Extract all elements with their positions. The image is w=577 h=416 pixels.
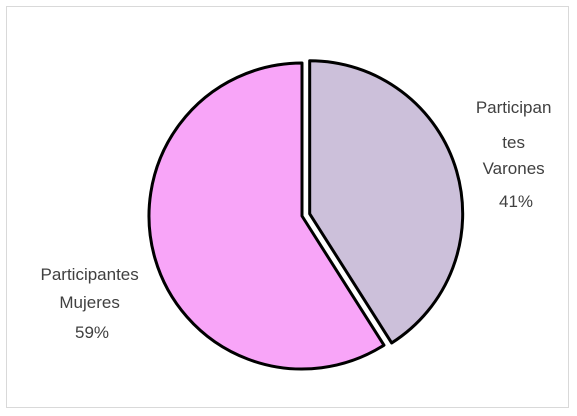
slice-label-mujeres-percent: 59%: [75, 323, 109, 342]
pie-slice-participantes-mujeres: [147, 61, 386, 371]
slice-label-varones-line-1: Participan: [476, 98, 552, 117]
slice-label-varones: Participan tes Varones 41%: [476, 98, 556, 211]
slice-label-mujeres-line-2: Mujeres: [59, 293, 119, 312]
slice-label-varones-line-3: Varones: [483, 159, 545, 178]
slice-label-varones-line-2: tes: [502, 133, 525, 152]
pie-slices: [147, 59, 465, 371]
slice-label-mujeres-line-1: Participantes: [40, 265, 138, 284]
slice-label-mujeres: Participantes Mujeres 59%: [40, 265, 143, 342]
slice-label-varones-percent: 41%: [499, 192, 533, 211]
pie-slice-participantes-varones: [308, 59, 465, 345]
